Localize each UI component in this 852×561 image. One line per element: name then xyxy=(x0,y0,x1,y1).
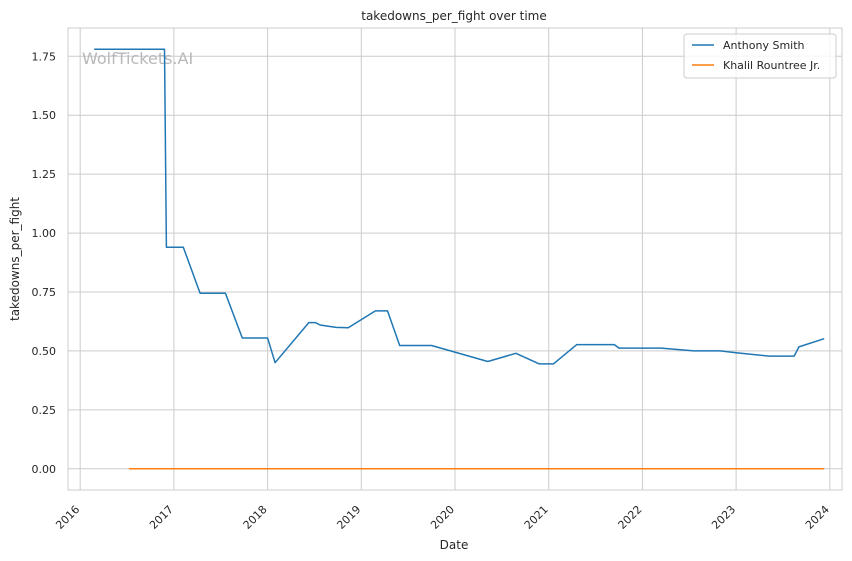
y-tick-label: 0.00 xyxy=(32,463,57,476)
legend-label: Khalil Rountree Jr. xyxy=(723,59,820,72)
y-tick-label: 0.75 xyxy=(32,286,57,299)
plot-lines xyxy=(94,48,825,470)
y-tick-label: 1.75 xyxy=(32,50,57,63)
y-tick-label: 1.00 xyxy=(32,227,57,240)
y-tick-label: 1.25 xyxy=(32,168,57,181)
x-axis-label: Date xyxy=(440,538,469,552)
legend: Anthony Smith Khalil Rountree Jr. xyxy=(683,33,837,79)
legend-box xyxy=(683,33,837,79)
watermark: WolfTickets.AI xyxy=(82,49,193,68)
y-axis-ticks: 0.00 0.25 0.50 0.75 1.00 1.25 1.50 1.75 xyxy=(32,50,57,476)
chart-title: takedowns_per_fight over time xyxy=(361,9,547,23)
y-axis-label: takedowns_per_fight xyxy=(8,197,22,321)
plot-area-frame xyxy=(67,27,843,491)
y-tick-label: 0.50 xyxy=(32,345,57,358)
legend-label: Anthony Smith xyxy=(723,39,805,52)
y-tick-label: 1.50 xyxy=(32,109,57,122)
grid xyxy=(68,28,842,490)
series-line-1 xyxy=(94,48,825,365)
y-tick-label: 0.25 xyxy=(32,404,57,417)
